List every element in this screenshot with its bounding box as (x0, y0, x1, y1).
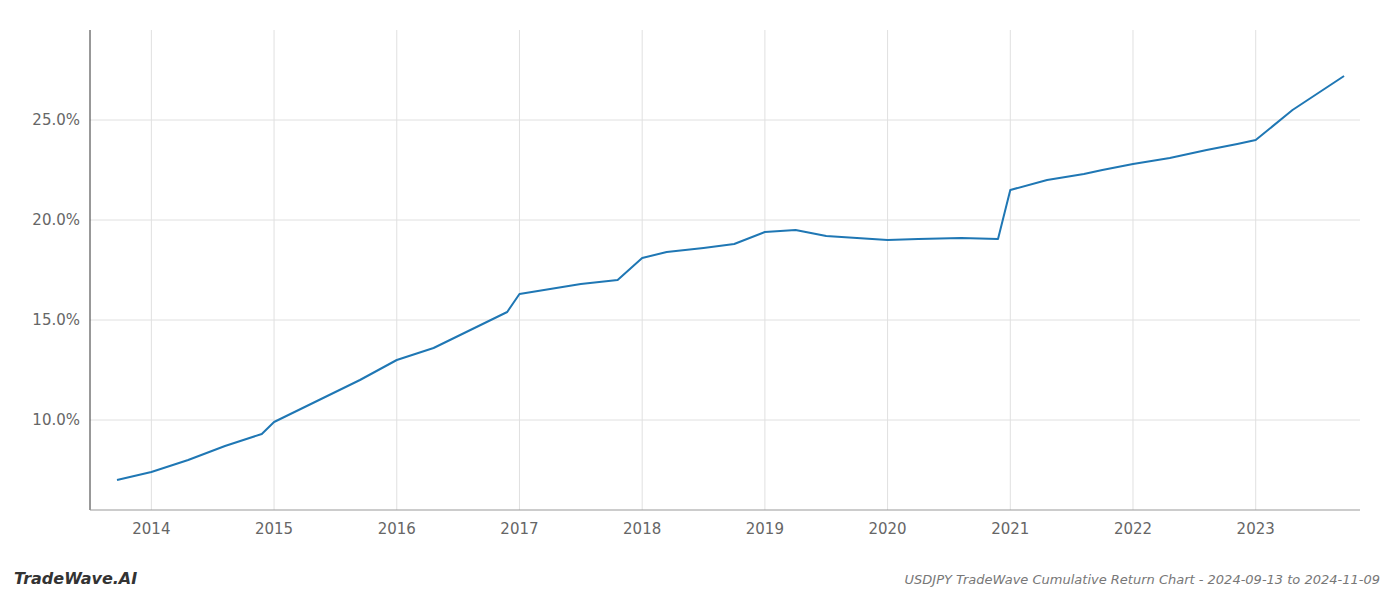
grid-line (274, 30, 275, 510)
x-tick-label: 2018 (623, 520, 661, 538)
grid-line (1132, 30, 1133, 510)
x-tick-label: 2017 (500, 520, 538, 538)
plot-area (117, 76, 1344, 480)
y-axis-line (90, 30, 91, 510)
x-tick-label: 2019 (746, 520, 784, 538)
x-tick-label: 2022 (1114, 520, 1152, 538)
title: USDJPY TradeWave Cumulative Return Chart… (905, 572, 1380, 587)
grid-line (90, 120, 1360, 121)
watermark: TradeWave.AI (14, 569, 137, 588)
line (117, 76, 1344, 480)
grid-line (519, 30, 520, 510)
grid-line (887, 30, 888, 510)
x-tick-label: 2015 (255, 520, 293, 538)
x-tick-label: 2021 (991, 520, 1029, 538)
tick-labels: 2014 2015 2016 2017 2018 2019 2020 2021 2022 2023… (32, 111, 1274, 538)
grid-line (90, 320, 1360, 321)
chart: 2014 2015 2016 2017 2018 2019 2020 2021 2022 2023… (0, 0, 1400, 600)
grid-line (764, 30, 765, 510)
y-tick-label: 20.0% (32, 211, 80, 229)
grid-line (151, 30, 152, 510)
grid-line (1010, 30, 1011, 510)
x-tick-label: 2020 (868, 520, 906, 538)
x-axis-line (90, 510, 1360, 511)
x-tick-label: 2016 (378, 520, 416, 538)
y-tick-label: 10.0% (32, 411, 80, 429)
grid-line (90, 220, 1360, 221)
x-tick-label: 2023 (1237, 520, 1275, 538)
y-tick-label: 25.0% (32, 111, 80, 129)
grid-line (642, 30, 643, 510)
x-tick-label: 2014 (132, 520, 170, 538)
grid-line (396, 30, 397, 510)
grid (90, 30, 1360, 510)
grid-line (1255, 30, 1256, 510)
y-tick-label: 15.0% (32, 311, 80, 329)
